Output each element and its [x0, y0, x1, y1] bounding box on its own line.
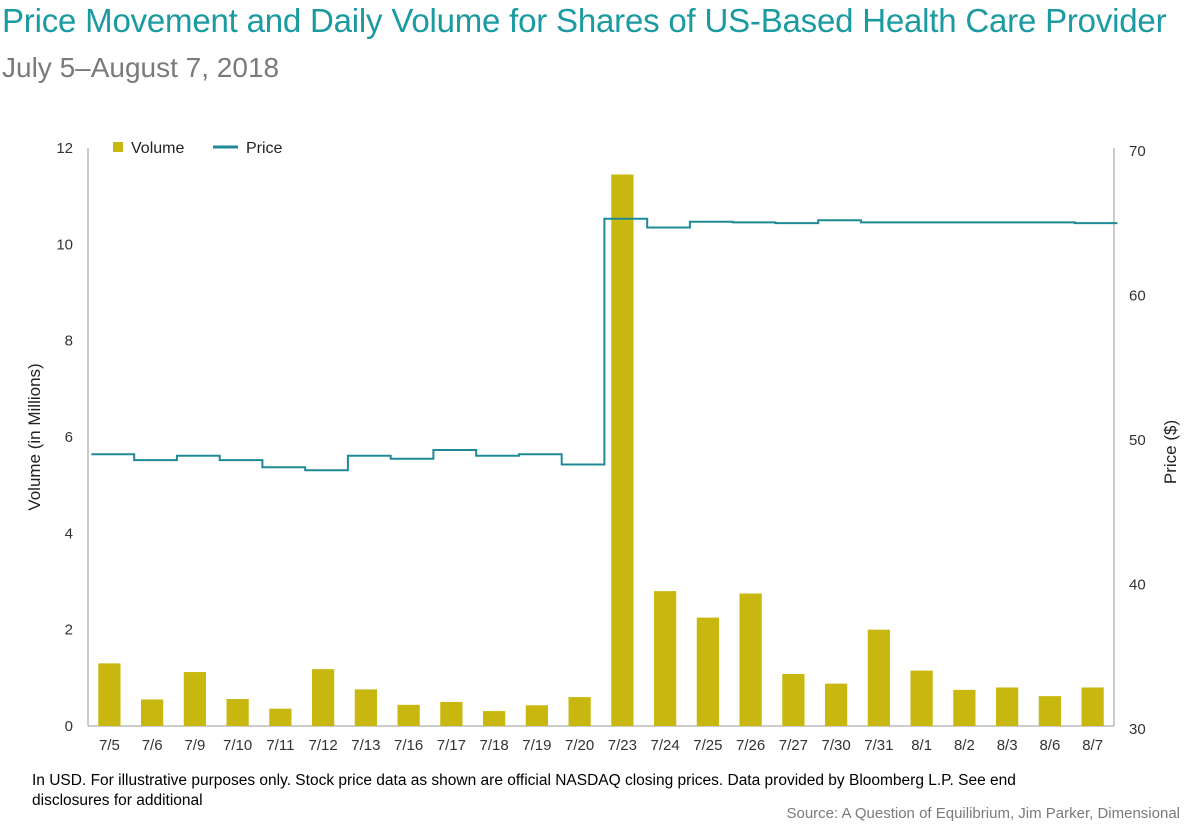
volume-bar [568, 697, 591, 726]
x-tick-label: 7/10 [223, 737, 252, 754]
volume-bar [654, 591, 677, 726]
volume-bar [312, 669, 335, 726]
x-tick-label: 7/12 [309, 737, 338, 754]
volume-bar [525, 705, 548, 726]
y2-tick-label: 70 [1129, 143, 1146, 160]
chart-title: Price Movement and Daily Volume for Shar… [2, 2, 1167, 39]
volume-bar [996, 687, 1019, 726]
x-tick-label: 8/1 [911, 737, 932, 754]
chart-subtitle: July 5–August 7, 2018 [2, 52, 280, 83]
x-tick-label: 8/6 [1039, 737, 1060, 754]
x-tick-label: 7/24 [651, 737, 680, 754]
x-tick-label: 7/17 [437, 737, 466, 754]
volume-bar [1081, 687, 1104, 726]
x-tick-label: 7/11 [266, 737, 294, 754]
y-tick-label: 0 [65, 718, 73, 735]
volume-bar [739, 593, 762, 726]
y2-tick-label: 60 [1129, 288, 1146, 305]
price-line [91, 217, 1118, 472]
y-tick-label: 2 [65, 622, 73, 639]
y-axis-title: Volume (in Millions) [25, 363, 44, 510]
volume-bar [226, 699, 249, 726]
volume-bar [483, 711, 506, 726]
y-tick-label: 8 [65, 333, 73, 350]
volume-bar [183, 672, 206, 726]
x-tick-label: 7/18 [480, 737, 509, 754]
volume-bar [98, 663, 121, 726]
x-tick-label: 7/25 [693, 737, 722, 754]
x-tick-label: 7/20 [565, 737, 594, 754]
x-tick-label: 7/6 [142, 737, 163, 754]
volume-bar [269, 708, 292, 726]
volume-bar [611, 174, 634, 726]
x-tick-label: 7/16 [394, 737, 423, 754]
x-tick-label: 8/2 [954, 737, 975, 754]
y2-tick-label: 40 [1129, 577, 1146, 594]
volume-bar [953, 689, 976, 726]
volume-bar [397, 704, 420, 726]
x-tick-label: 7/26 [736, 737, 765, 754]
volume-bar [825, 683, 848, 726]
y-tick-label: 12 [56, 140, 73, 157]
y-tick-label: 6 [65, 429, 73, 446]
volume-bar [141, 699, 164, 726]
x-tick-label: 7/9 [184, 737, 205, 754]
x-tick-label: 7/19 [522, 737, 551, 754]
volume-bar [867, 629, 890, 726]
source-credit: Source: A Question of Equilibrium, Jim P… [786, 805, 1180, 822]
x-tick-label: 8/3 [997, 737, 1018, 754]
legend-price-label: Price [246, 140, 283, 157]
x-tick-label: 7/30 [822, 737, 851, 754]
volume-bar [354, 689, 377, 726]
y2-axis-title: Price ($) [1161, 420, 1180, 484]
x-tick-label: 8/7 [1082, 737, 1103, 754]
x-tick-label: 7/5 [99, 737, 120, 754]
x-tick-label: 7/31 [864, 737, 893, 754]
x-tick-label: 7/23 [608, 737, 637, 754]
volume-bar [696, 617, 719, 726]
x-tick-label: 7/13 [351, 737, 380, 754]
volume-bar [910, 670, 933, 726]
legend-volume-swatch [113, 142, 123, 152]
y2-tick-label: 50 [1129, 432, 1146, 449]
y-tick-label: 10 [56, 236, 73, 253]
volume-bar [782, 673, 805, 726]
y2-tick-label: 30 [1129, 721, 1146, 738]
x-tick-label: 7/27 [779, 737, 808, 754]
footnote: In USD. For illustrative purposes only. … [32, 772, 1016, 809]
volume-bar [1038, 696, 1061, 726]
volume-bar [440, 701, 463, 726]
y-tick-label: 4 [65, 525, 73, 542]
legend-volume-label: Volume [131, 140, 184, 157]
